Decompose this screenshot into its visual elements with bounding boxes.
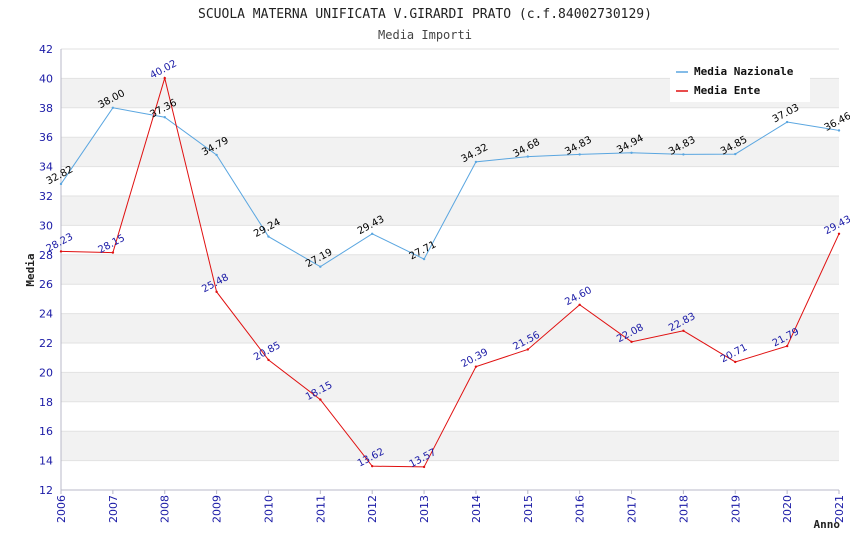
data-point-media-ente [215,290,218,294]
data-point-media-nazionale [267,235,270,238]
x-tick-label: 2013 [418,495,431,523]
y-tick-label: 28 [39,249,53,262]
legend-box [670,58,810,102]
grid-band [61,225,839,255]
x-tick-label: 2018 [677,495,690,523]
data-point-media-ente [837,232,841,235]
x-tick-label: 2019 [729,495,742,523]
x-tick-label: 2020 [781,495,794,523]
chart-subtitle: Media Importi [378,28,472,42]
grid-band [61,137,839,167]
y-tick-label: 36 [39,131,53,144]
x-tick-label: 2010 [262,495,275,523]
data-point-media-nazionale [837,129,841,132]
grid-band [61,313,839,343]
data-point-media-nazionale [682,153,685,156]
x-tick-label: 2014 [470,495,483,523]
grid-bands [61,48,839,491]
y-tick-label: 30 [39,219,53,232]
x-tick-label: 2009 [211,495,224,523]
x-tick-label: 2012 [366,495,379,523]
y-tick-label: 26 [39,278,53,291]
grid-band [61,107,839,138]
x-tick-label: 2015 [522,495,535,523]
x-tick-label: 2006 [55,495,68,523]
x-tick-label: 2016 [574,495,587,523]
data-point-media-ente [474,365,478,368]
data-point-media-ente [785,344,789,348]
grid-band [61,254,839,285]
y-tick-label: 18 [39,396,53,409]
data-point-media-nazionale [59,182,63,186]
data-point-media-nazionale [734,152,737,156]
series-line-media-nazionale [60,107,840,268]
data-point-media-nazionale [785,120,789,124]
chart-title: SCUOLA MATERNA UNIFICATA V.GIRARDI PRATO… [198,7,652,22]
data-point-media-ente [422,465,426,469]
legend: Media Nazionale Media Ente [670,58,810,102]
y-tick-label: 42 [39,43,53,56]
y-tick-label: 14 [39,455,53,468]
y-tick-label: 20 [39,366,53,379]
legend-label-media-nazionale: Media Nazionale [694,65,794,78]
grid-band [61,460,839,490]
data-point-media-nazionale [319,265,322,268]
data-point-media-nazionale [371,232,374,235]
data-point-media-nazionale [578,153,581,156]
series-layer [59,76,841,469]
data-point-media-ente [526,348,529,351]
y-tick-label: 16 [39,425,53,438]
x-tick-label: 2007 [107,495,120,523]
y-tick-label: 22 [39,337,53,350]
axes: 12 14 16 18 20 22 24 26 28 30 32 34 36 38 40 42 2006 2007… [39,43,846,523]
series-line-media-ente [60,76,840,468]
x-tick-label: 2017 [626,495,639,523]
data-point-media-nazionale [215,153,218,157]
data-point-media-nazionale [422,257,426,261]
data-point-media-nazionale [111,106,115,110]
y-tick-label: 24 [39,308,53,321]
legend-label-media-ente: Media Ente [694,84,761,97]
data-point-media-ente [682,329,685,332]
data-point-media-nazionale [526,155,529,158]
data-point-media-nazionale [163,116,166,119]
data-point-media-ente [59,250,63,253]
y-tick-label: 34 [39,161,53,174]
grid-band [61,166,839,196]
y-tick-label: 40 [39,72,53,85]
x-tick-label: 2011 [314,495,327,523]
data-point-media-ente [163,76,166,80]
y-tick-label: 32 [39,190,53,203]
y-tick-label: 12 [39,484,53,497]
data-point-media-ente [630,340,633,344]
x-axis-label: Anno [814,518,841,531]
x-tick-label: 2021 [833,495,846,523]
y-axis-label: Media [24,253,37,286]
data-point-media-nazionale [474,160,478,164]
grid-band [61,372,839,402]
data-point-media-ente [111,251,115,254]
data-point-media-ente [578,303,581,306]
grid-band [61,284,839,314]
grid-band [61,343,839,373]
data-point-media-ente [267,358,270,362]
grid-band [61,431,839,461]
x-tick-label: 2008 [159,495,172,523]
y-tick-label: 38 [39,102,53,115]
data-point-media-ente [319,398,322,401]
data-point-media-ente [734,360,737,364]
data-point-media-ente [371,464,374,468]
data-point-media-nazionale [630,151,633,154]
